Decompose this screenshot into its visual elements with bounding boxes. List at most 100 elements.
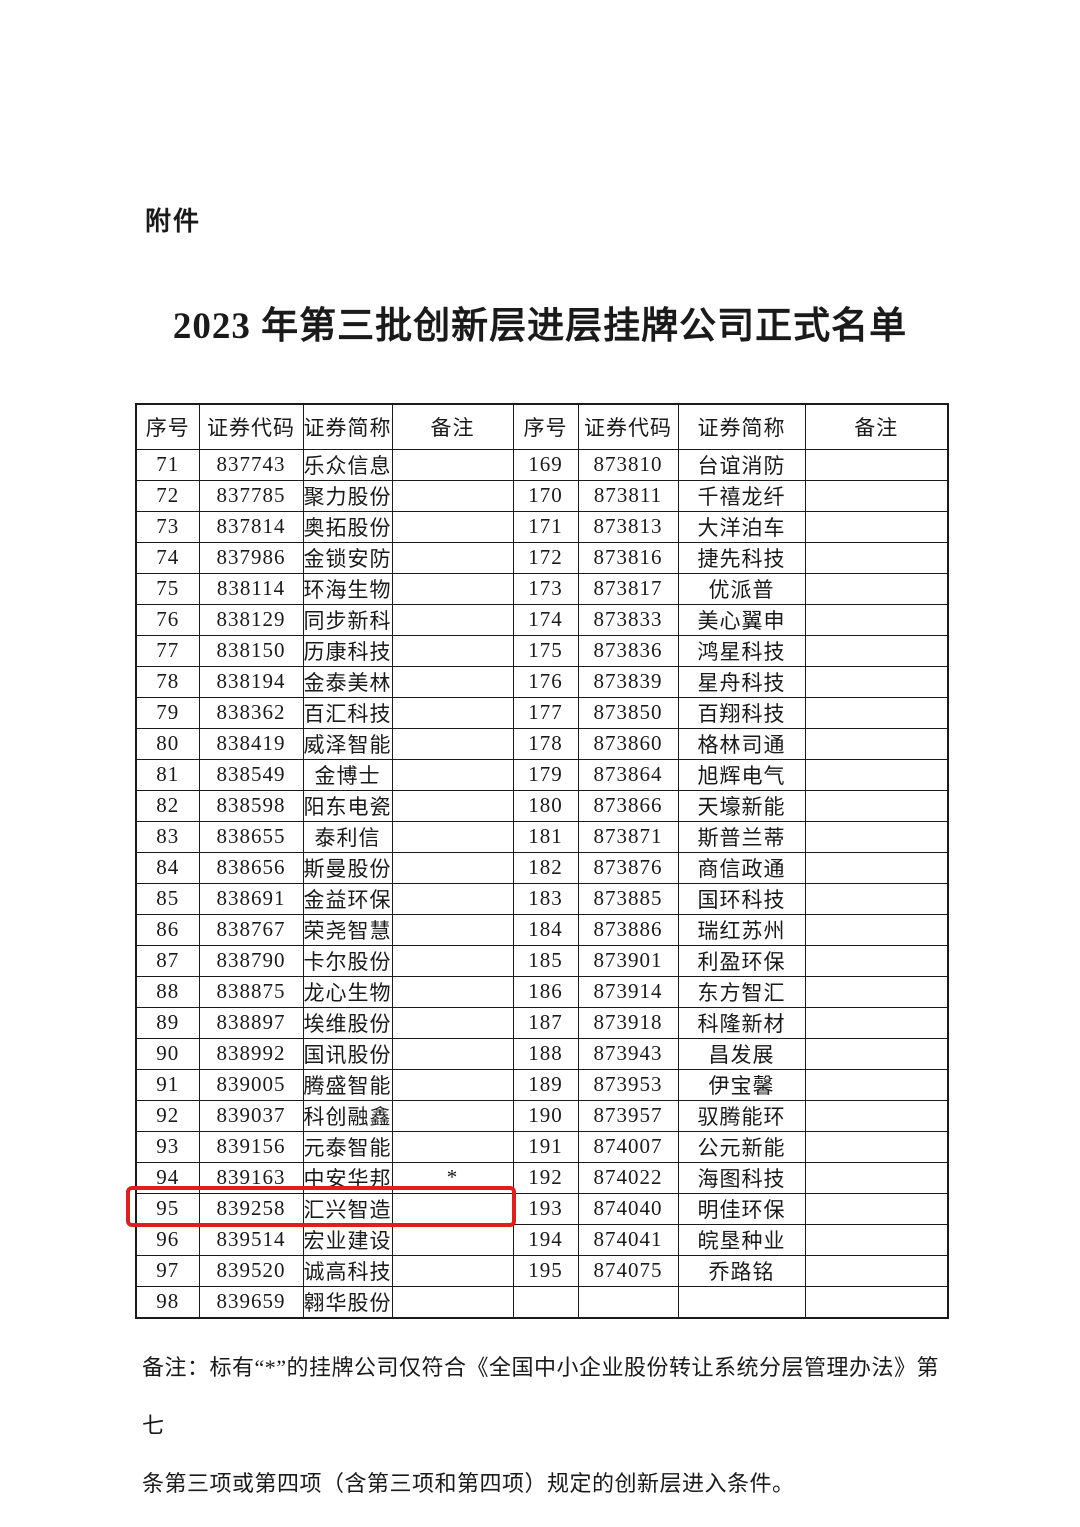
table-cell xyxy=(391,789,514,822)
table-row: 79 838362 百汇科技 177 873850 百翔科技 xyxy=(135,696,949,729)
table-row: 94 839163 中安华邦 * 192 874022 海图科技 xyxy=(135,1161,949,1194)
table-cell xyxy=(804,1099,949,1132)
table-cell: 873860 xyxy=(577,727,679,760)
table-cell: 88 xyxy=(135,975,200,1008)
table-cell: 89 xyxy=(135,1006,200,1039)
table-cell: 乐众信息 xyxy=(302,448,393,481)
table-cell xyxy=(391,448,514,481)
table-cell: 93 xyxy=(135,1130,200,1163)
table-row: 87 838790 卡尔股份 185 873901 利盈环保 xyxy=(135,944,949,977)
table-cell: 瑞红苏州 xyxy=(677,913,806,946)
table-cell: 71 xyxy=(135,448,200,481)
table-cell: 驭腾能环 xyxy=(677,1099,806,1132)
table-cell xyxy=(804,758,949,791)
table-cell xyxy=(804,1254,949,1287)
table-row: 83 838655 泰利信 181 873871 斯普兰蒂 xyxy=(135,820,949,853)
table-cell: 96 xyxy=(135,1223,200,1256)
table-cell: 80 xyxy=(135,727,200,760)
table-cell: 873885 xyxy=(577,882,679,915)
table-cell: 环海生物 xyxy=(302,572,393,605)
table-cell: 百汇科技 xyxy=(302,696,393,729)
table-cell: 181 xyxy=(512,820,579,853)
table-cell: 历康科技 xyxy=(302,634,393,667)
table-cell: 191 xyxy=(512,1130,579,1163)
table-cell: 187 xyxy=(512,1006,579,1039)
table-cell: 格林司通 xyxy=(677,727,806,760)
table-cell: 科隆新材 xyxy=(677,1006,806,1039)
table-cell: 171 xyxy=(512,510,579,543)
table-cell xyxy=(804,510,949,543)
table-cell: 838150 xyxy=(198,634,304,667)
table-cell xyxy=(804,820,949,853)
footnote-line-1: 备注：标有“*”的挂牌公司仅符合《全国中小企业股份转让系统分层管理办法》第七 xyxy=(142,1354,940,1438)
table-cell xyxy=(804,1223,949,1256)
table-cell xyxy=(804,789,949,822)
table-cell xyxy=(391,634,514,667)
table-cell: 873816 xyxy=(577,541,679,574)
table-cell: 国讯股份 xyxy=(302,1037,393,1070)
table-cell: 873850 xyxy=(577,696,679,729)
table-cell: 874075 xyxy=(577,1254,679,1287)
table-cell xyxy=(804,696,949,729)
table-row: 76 838129 同步新科 174 873833 美心翼申 xyxy=(135,603,949,636)
table-row: 71 837743 乐众信息 169 873810 台谊消防 xyxy=(135,448,949,481)
table-cell: 埃维股份 xyxy=(302,1006,393,1039)
table-cell xyxy=(804,727,949,760)
table-cell: 873918 xyxy=(577,1006,679,1039)
table-cell: 174 xyxy=(512,603,579,636)
table-cell: 838897 xyxy=(198,1006,304,1039)
table-cell: 公元新能 xyxy=(677,1130,806,1163)
table-cell: 金泰美林 xyxy=(302,665,393,698)
table-row: 95 839258 汇兴智造 193 874040 明佳环保 xyxy=(135,1192,949,1225)
table-cell: 838419 xyxy=(198,727,304,760)
table-cell xyxy=(804,665,949,698)
table-cell: 873836 xyxy=(577,634,679,667)
table-row: 85 838691 金益环保 183 873885 国环科技 xyxy=(135,882,949,915)
table-cell: 874022 xyxy=(577,1161,679,1194)
table-cell: 翱华股份 xyxy=(302,1285,393,1318)
table-cell: 利盈环保 xyxy=(677,944,806,977)
table-cell: 873810 xyxy=(577,448,679,481)
table-cell xyxy=(804,634,949,667)
table-cell: 78 xyxy=(135,665,200,698)
table-cell: 173 xyxy=(512,572,579,605)
table-cell xyxy=(391,479,514,512)
column-header: 证券简称 xyxy=(677,403,806,450)
table-cell: 昌发展 xyxy=(677,1037,806,1070)
table-cell xyxy=(804,603,949,636)
table-cell: 94 xyxy=(135,1161,200,1194)
table-cell xyxy=(804,882,949,915)
table-cell xyxy=(804,1130,949,1163)
table-cell: 商信政通 xyxy=(677,851,806,884)
table-cell: 海图科技 xyxy=(677,1161,806,1194)
table-cell xyxy=(512,1285,579,1318)
table-cell: 斯曼股份 xyxy=(302,851,393,884)
table-cell: 同步新科 xyxy=(302,603,393,636)
table-cell: 192 xyxy=(512,1161,579,1194)
table-cell: 85 xyxy=(135,882,200,915)
table-cell: 839659 xyxy=(198,1285,304,1318)
table-cell: 873943 xyxy=(577,1037,679,1070)
table-cell: 东方智汇 xyxy=(677,975,806,1008)
table-cell: 873839 xyxy=(577,665,679,698)
table-cell xyxy=(391,665,514,698)
table-cell: 汇兴智造 xyxy=(302,1192,393,1225)
table-cell: 837785 xyxy=(198,479,304,512)
table-cell: 873866 xyxy=(577,789,679,822)
table-cell xyxy=(804,913,949,946)
table-cell: 中安华邦 xyxy=(302,1161,393,1194)
table-cell: 金益环保 xyxy=(302,882,393,915)
table-cell: 873953 xyxy=(577,1068,679,1101)
table-cell: 72 xyxy=(135,479,200,512)
table-row: 81 838549 金博士 179 873864 旭辉电气 xyxy=(135,758,949,791)
table-cell: 837986 xyxy=(198,541,304,574)
table-row: 92 839037 科创融鑫 190 873957 驭腾能环 xyxy=(135,1099,949,1132)
column-header: 备注 xyxy=(804,403,949,450)
table-cell: 838790 xyxy=(198,944,304,977)
table-cell: 75 xyxy=(135,572,200,605)
table-cell: 189 xyxy=(512,1068,579,1101)
table-cell: 838875 xyxy=(198,975,304,1008)
table-cell: 百翔科技 xyxy=(677,696,806,729)
table-cell: 台谊消防 xyxy=(677,448,806,481)
table-cell xyxy=(391,1223,514,1256)
